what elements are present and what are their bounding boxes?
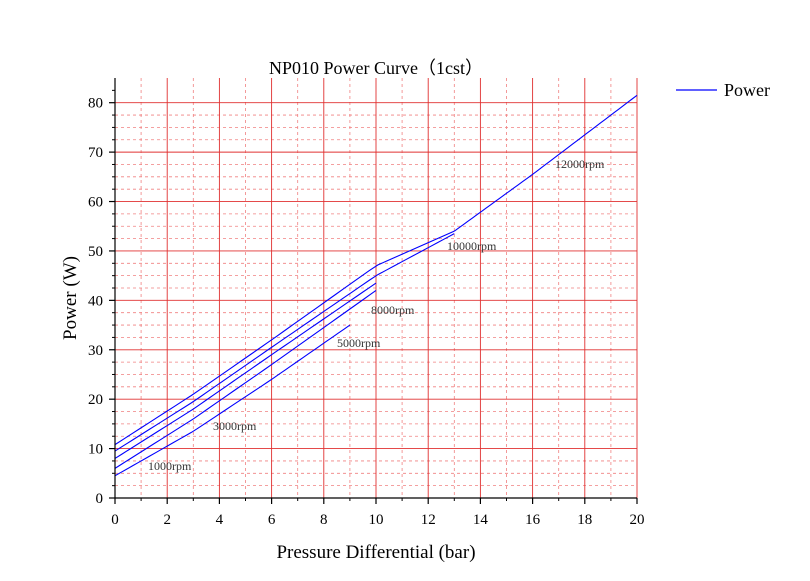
chart-title: NP010 Power Curve（1cst） xyxy=(269,58,483,78)
x-tick-label: 2 xyxy=(163,512,171,528)
x-tick-label: 4 xyxy=(216,512,224,528)
x-tick-label: 18 xyxy=(577,512,592,528)
x-tick-label: 10 xyxy=(369,512,384,528)
x-tick-label: 12 xyxy=(421,512,436,528)
x-tick-label: 0 xyxy=(111,512,119,528)
series-line-5000rpm xyxy=(114,282,377,459)
y-tick-label: 10 xyxy=(88,442,103,458)
y-tick-label: 60 xyxy=(88,195,103,211)
curve-label-1000rpm: 1000rpm xyxy=(148,459,192,473)
series-lines xyxy=(114,94,638,477)
y-tick-label: 20 xyxy=(88,392,103,408)
y-axis-title: Power (W) xyxy=(60,256,81,340)
curve-label-10000rpm: 10000rpm xyxy=(447,239,497,253)
curve-label-12000rpm: 12000rpm xyxy=(555,157,605,171)
series-line-10000rpm xyxy=(114,230,455,446)
y-tick-label: 80 xyxy=(88,96,103,112)
curve-label-5000rpm: 5000rpm xyxy=(337,336,381,350)
x-tick-label: 8 xyxy=(320,512,328,528)
x-axis-title: Pressure Differential (bar) xyxy=(276,542,475,563)
x-tick-label: 6 xyxy=(268,512,276,528)
y-tick-label: 50 xyxy=(88,244,103,260)
curve-labels: 1000rpm 3000rpm 5000rpm 8000rpm 10000rpm 1200… xyxy=(148,157,605,473)
y-tick-label: 40 xyxy=(88,293,103,309)
series-line-3000rpm xyxy=(114,290,377,469)
series-line-1000rpm xyxy=(114,324,351,477)
legend: Power xyxy=(676,80,770,100)
y-tick-label: 30 xyxy=(88,343,103,359)
grid xyxy=(115,78,638,498)
legend-label-power: Power xyxy=(724,80,770,100)
curve-label-3000rpm: 3000rpm xyxy=(213,419,257,433)
y-tick-label: 70 xyxy=(88,145,103,161)
x-tick-label: 14 xyxy=(473,512,489,528)
x-tick-label: 16 xyxy=(525,512,541,528)
x-tick-label: 20 xyxy=(630,512,645,528)
y-tick-label: 0 xyxy=(96,491,104,507)
axes: 0 2 4 6 8 10 12 14 16 18 20 0 10 20 30 40 50 60 70 80 xyxy=(88,78,645,528)
series-line-12000rpm xyxy=(453,94,638,232)
series-line-8000rpm xyxy=(114,233,455,452)
curve-label-8000rpm: 8000rpm xyxy=(371,303,415,317)
